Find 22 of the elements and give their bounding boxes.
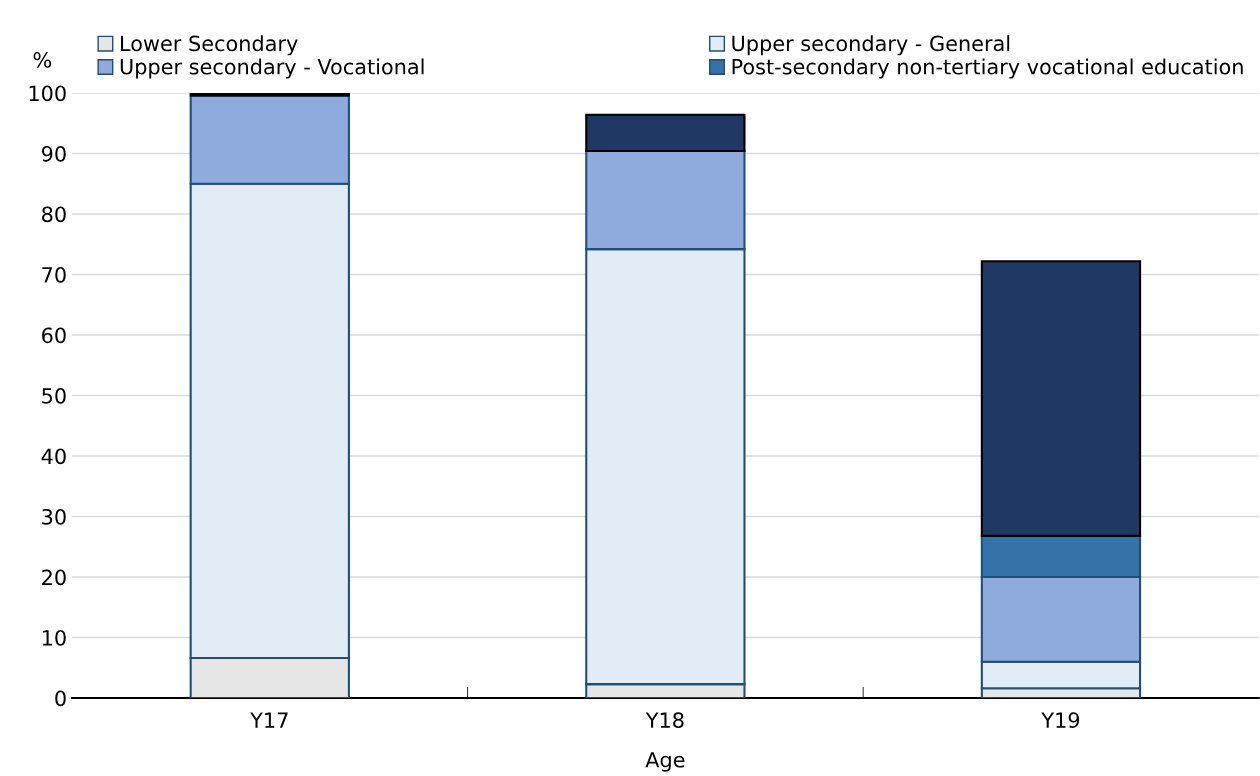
y-tick-label: 70	[42, 266, 66, 283]
y-tick-label: 30	[42, 508, 66, 525]
bar	[980, 260, 1142, 537]
y-tick-label: 60	[42, 327, 66, 344]
legend-label: Post-secondary non-tertiary vocational education	[732, 58, 1243, 79]
x-axis-title: Age	[645, 752, 685, 772]
y-tick-label: 100	[29, 85, 66, 102]
bar	[585, 113, 746, 153]
x-tick-label: Y17	[250, 712, 288, 728]
legend-label: Upper secondary - General	[732, 35, 1010, 56]
legend-label: Lower Secondary	[121, 35, 298, 56]
x-tick-label: Y18	[645, 712, 684, 729]
y-tick-label: 50	[42, 387, 66, 404]
y-tick-label: 80	[42, 206, 66, 223]
legend-label: Upper secondary - Vocational	[120, 58, 424, 79]
y-tick-label: 40	[41, 448, 66, 465]
y-tick-label: 90	[41, 145, 66, 162]
y-tick-label: 20	[42, 569, 66, 586]
y-axis-title: %	[33, 52, 52, 68]
y-tick-label: 10	[42, 629, 66, 646]
x-tick-label: Y19	[1041, 712, 1080, 729]
y-tick-label: 0	[55, 690, 66, 707]
